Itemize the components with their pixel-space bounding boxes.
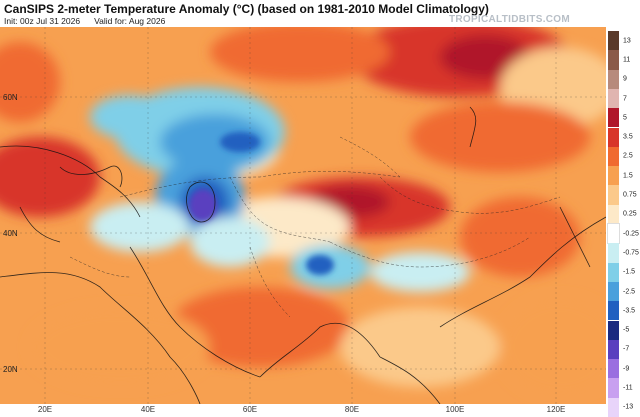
colorbar-label: 2.5 [623,152,633,160]
colorbar-label: -0.75 [623,249,639,257]
colorbar-swatch [608,88,619,109]
colorbar-label: 9 [623,75,627,83]
colorbar-label: 0.75 [623,191,637,199]
colorbar-swatch [608,397,619,417]
colorbar-swatch [608,243,619,263]
colorbar-swatch [608,378,619,398]
colorbar-label: -1.5 [623,268,636,276]
colorbar-label: 3.5 [623,133,633,141]
colorbar-label: -7 [623,345,630,353]
anomaly-field [0,27,606,397]
colorbar-swatch [608,339,619,360]
colorbar-label: 11 [623,56,631,64]
colorbar-swatch [608,127,619,147]
colorbar-swatch [608,320,619,340]
colorbar-swatch [608,281,619,302]
colorbar: 13 11 9 7 5 3.5 2.5 1.5 0.75 0.25 -0.25 -0.75 -1.5 -2… [606,27,640,417]
colorbar-swatch [607,222,620,245]
colorbar-swatch [608,50,619,70]
colorbar-swatch [608,166,619,186]
map-title: CanSIPS 2-meter Temperature Anomaly (°C)… [4,2,489,16]
colorbar-label: 1.5 [623,172,633,180]
colorbar-label: -0.25 [623,230,639,238]
graticule [0,27,606,404]
colorbar-swatch [608,185,619,205]
anomaly-core [189,132,334,275]
lon-label-20e: 20E [37,405,53,414]
colorbar-label: 7 [623,95,627,103]
colorbar-swatch [608,146,619,167]
colorbar-label: -13 [623,403,634,411]
lat-label-40n: 40N [3,229,18,238]
lon-label-60e: 60E [242,405,258,414]
colorbar-swatch [608,262,619,282]
colorbar-label: -11 [623,384,633,392]
colorbar-swatch [608,359,619,379]
lat-label-60n: 60N [3,93,18,102]
colorbar-label: -3.5 [623,307,636,315]
anomaly-map: 60N 40N 20N [0,27,606,404]
lon-label-120e: 120E [546,405,566,414]
init-time: Init: 00z Jul 31 2026 [4,16,81,26]
longitude-axis: 20E 40E 60E 80E 100E 120E [0,404,606,416]
lon-label-100e: 100E [445,405,465,414]
lon-label-40e: 40E [140,405,156,414]
colorbar-label: 0.25 [623,210,637,218]
colorbar-swatch [608,69,619,89]
valid-time: Valid for: Aug 2026 [94,16,166,26]
colorbar-swatch [608,204,619,224]
colorbar-label: -2.5 [623,288,636,296]
colorbar-label: -5 [623,326,630,334]
lat-label-20n: 20N [3,365,18,374]
map-subtitle: Init: 00z Jul 31 2026 Valid for: Aug 2026 [4,16,165,26]
colorbar-label: 5 [623,114,627,122]
colorbar-swatch [608,31,619,51]
coastlines [0,106,606,404]
header: CanSIPS 2-meter Temperature Anomaly (°C)… [0,0,606,27]
colorbar-swatch [608,108,619,128]
colorbar-swatch [608,301,619,321]
colorbar-label: -9 [623,365,630,373]
country-borders [69,136,561,318]
brand-watermark: TROPICALTIDBITS.COM [448,14,570,25]
colorbar-label: 13 [623,37,631,45]
lon-label-80e: 80E [344,405,360,414]
